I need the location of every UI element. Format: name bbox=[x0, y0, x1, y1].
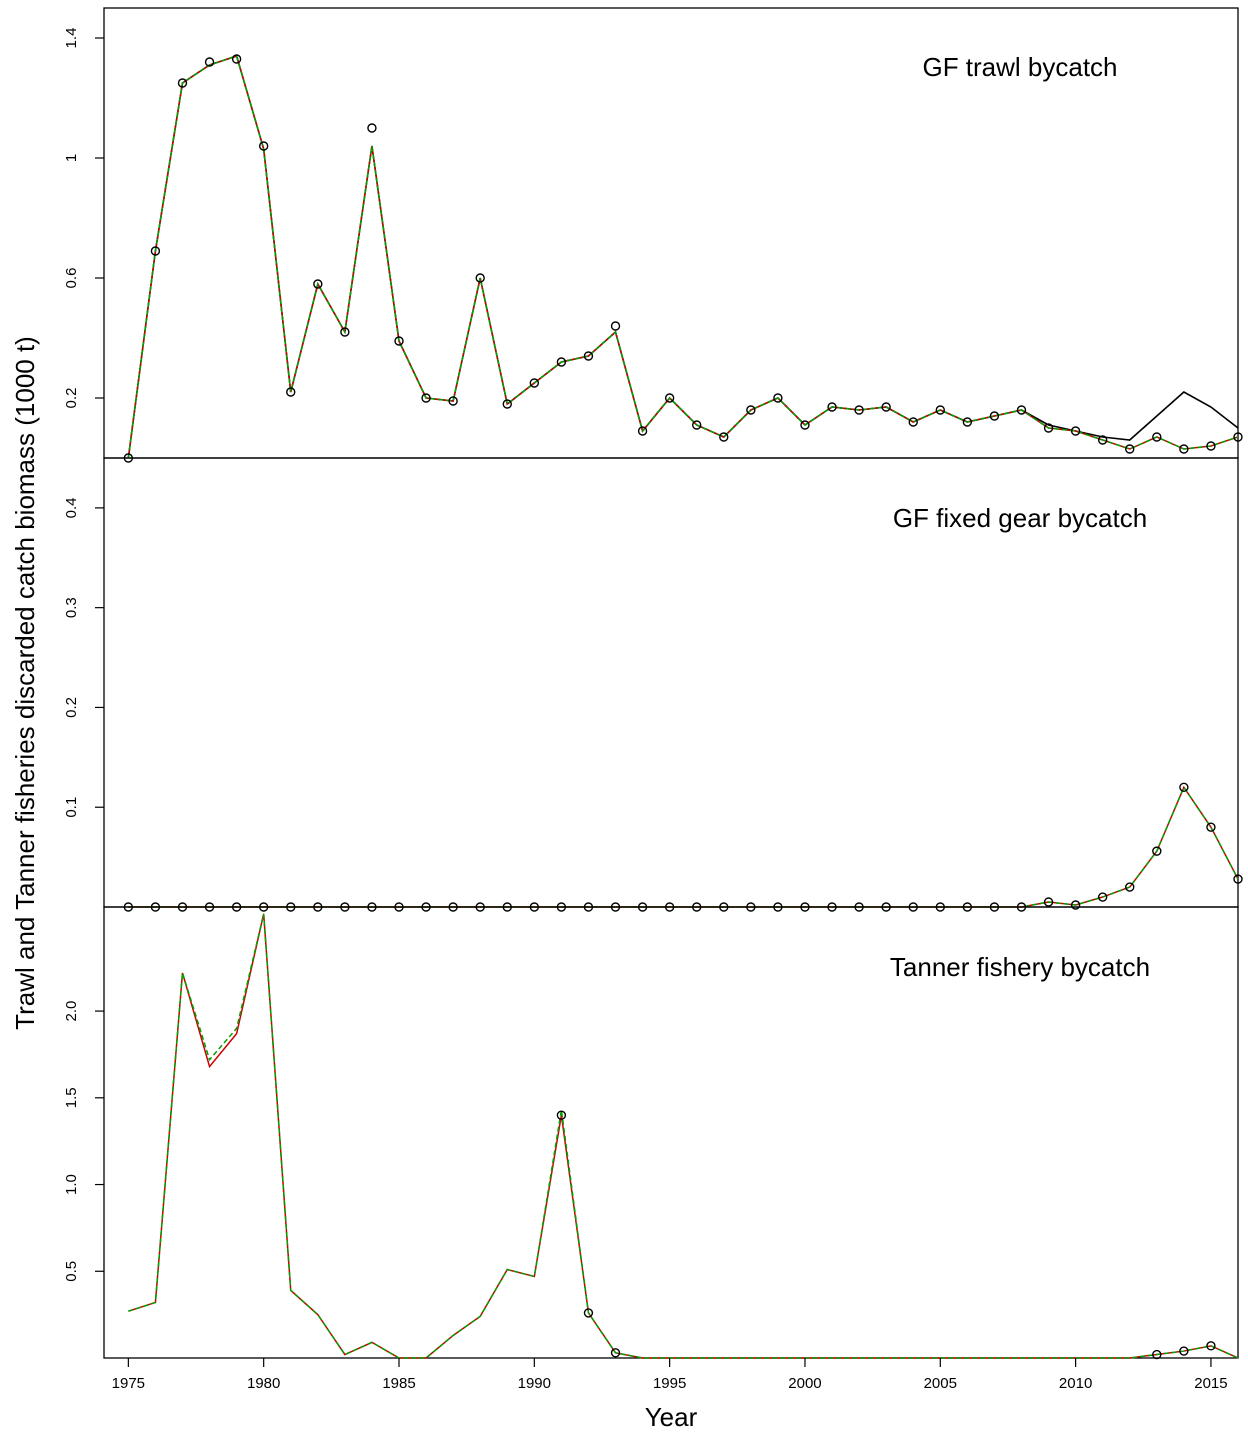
observed-point-1-1999 bbox=[773, 393, 783, 403]
observed-point-2-2014 bbox=[1179, 782, 1189, 792]
observed-point-1-1990 bbox=[529, 378, 540, 388]
y-tick-label-1-4: 1.4 bbox=[63, 28, 80, 49]
observed-point-1-1979 bbox=[231, 54, 242, 64]
observed-point-1-1978 bbox=[204, 57, 215, 67]
observed-point-1-1980 bbox=[258, 141, 269, 151]
observed-point-1-1992 bbox=[583, 351, 594, 361]
y-tick-label-2-3: 0.3 bbox=[63, 597, 80, 618]
observed-point-1-1983 bbox=[340, 327, 350, 337]
observed-point-1-1998 bbox=[746, 405, 756, 415]
y-tick-label-3-1: 0.5 bbox=[63, 1261, 80, 1282]
series-line-1-black bbox=[127, 54, 1238, 459]
y-tick-label-3-2: 1.0 bbox=[63, 1174, 80, 1195]
observed-point-1-2013 bbox=[1152, 432, 1162, 442]
observed-point-1-1986 bbox=[421, 393, 431, 403]
observed-point-3-1992 bbox=[583, 1308, 594, 1318]
x-tick-label-7: 2005 bbox=[924, 1375, 957, 1392]
series-line-1-green bbox=[127, 55, 1238, 459]
x-tick-label-5: 1995 bbox=[653, 1375, 686, 1392]
observed-point-2-2011 bbox=[1097, 892, 1108, 902]
observed-point-1-1995 bbox=[664, 393, 675, 403]
observed-point-3-2013 bbox=[1152, 1349, 1162, 1360]
observed-point-1-1977 bbox=[177, 78, 188, 88]
observed-point-1-2004 bbox=[908, 417, 918, 427]
observed-point-2-2010 bbox=[1070, 900, 1081, 910]
panel-title-2: GF fixed gear bycatch bbox=[893, 503, 1147, 533]
observed-point-1-1997 bbox=[719, 432, 729, 442]
x-axis-title: Year bbox=[645, 1402, 698, 1432]
observed-point-1-2014 bbox=[1179, 444, 1189, 454]
observed-point-3-1993 bbox=[610, 1348, 621, 1358]
x-tick-label-4: 1990 bbox=[518, 1375, 551, 1392]
y-tick-label-2-2: 0.2 bbox=[63, 697, 80, 718]
y-axis-title: Trawl and Tanner fisheries discarded cat… bbox=[10, 336, 40, 1030]
x-tick-label-3: 1985 bbox=[382, 1375, 415, 1392]
y-tick-label-1-1: 0.2 bbox=[63, 388, 80, 409]
y-tick-label-3-3: 1.5 bbox=[63, 1087, 80, 1108]
observed-point-3-1991 bbox=[556, 1110, 567, 1120]
y-tick-label-2-4: 0.4 bbox=[63, 497, 80, 518]
x-tick-label-2: 1980 bbox=[247, 1375, 280, 1392]
observed-point-1-2000 bbox=[800, 420, 810, 430]
observed-point-1-1993 bbox=[610, 321, 621, 331]
y-tick-label-1-2: 0.6 bbox=[63, 268, 80, 289]
y-tick-label-1-3: 1 bbox=[63, 154, 80, 162]
observed-point-1-1996 bbox=[692, 420, 702, 430]
observed-point-3-2014 bbox=[1179, 1346, 1189, 1356]
observed-point-1-2002 bbox=[854, 405, 864, 415]
observed-point-1-1984 bbox=[367, 123, 377, 133]
observed-point-1-2015 bbox=[1206, 441, 1216, 451]
observed-point-2-2012 bbox=[1125, 882, 1135, 892]
observed-point-1-1981 bbox=[286, 387, 296, 397]
y-tick-label-2-1: 0.1 bbox=[63, 797, 80, 818]
observed-point-1-2005 bbox=[935, 405, 945, 415]
observed-point-1-2009 bbox=[1043, 423, 1054, 433]
observed-point-1-2001 bbox=[827, 402, 837, 412]
observed-point-2-2016 bbox=[1233, 874, 1243, 884]
series-line-1-red bbox=[127, 55, 1238, 459]
x-tick-label-6: 2000 bbox=[788, 1375, 821, 1392]
series-line-2-red bbox=[128, 785, 1238, 908]
observed-point-1-1988 bbox=[475, 273, 485, 283]
observed-point-1-2016 bbox=[1233, 432, 1243, 442]
y-tick-label-3-4: 2.0 bbox=[63, 1001, 80, 1022]
panel-title-1: GF trawl bycatch bbox=[922, 52, 1117, 82]
observed-point-1-2012 bbox=[1125, 444, 1135, 454]
x-tick-label-1: 1975 bbox=[112, 1375, 145, 1392]
series-line-3-green bbox=[128, 913, 1238, 1359]
observed-point-2-2013 bbox=[1152, 846, 1162, 856]
observed-point-1-1976 bbox=[150, 246, 161, 256]
x-tick-label-8: 2010 bbox=[1059, 1375, 1092, 1392]
observed-point-1-2007 bbox=[989, 411, 1000, 421]
observed-point-2-2015 bbox=[1206, 822, 1216, 832]
observed-point-1-2006 bbox=[962, 417, 973, 427]
series-line-2-green bbox=[128, 785, 1238, 908]
observed-point-2-2009 bbox=[1043, 897, 1054, 907]
panel-title-3: Tanner fishery bycatch bbox=[890, 952, 1150, 982]
observed-point-1-1987 bbox=[448, 396, 458, 406]
x-tick-label-9: 2015 bbox=[1194, 1375, 1227, 1392]
observed-point-1-2011 bbox=[1097, 435, 1108, 445]
observed-point-1-1989 bbox=[502, 399, 512, 409]
observed-point-1-2003 bbox=[881, 402, 891, 412]
observed-point-1-2008 bbox=[1016, 405, 1027, 415]
observed-point-3-2015 bbox=[1206, 1341, 1216, 1351]
observed-point-1-1991 bbox=[556, 357, 567, 367]
observed-point-1-1982 bbox=[313, 279, 323, 289]
observed-point-1-1994 bbox=[637, 426, 648, 436]
observed-point-1-1985 bbox=[394, 336, 404, 346]
observed-point-1-2010 bbox=[1070, 426, 1081, 436]
